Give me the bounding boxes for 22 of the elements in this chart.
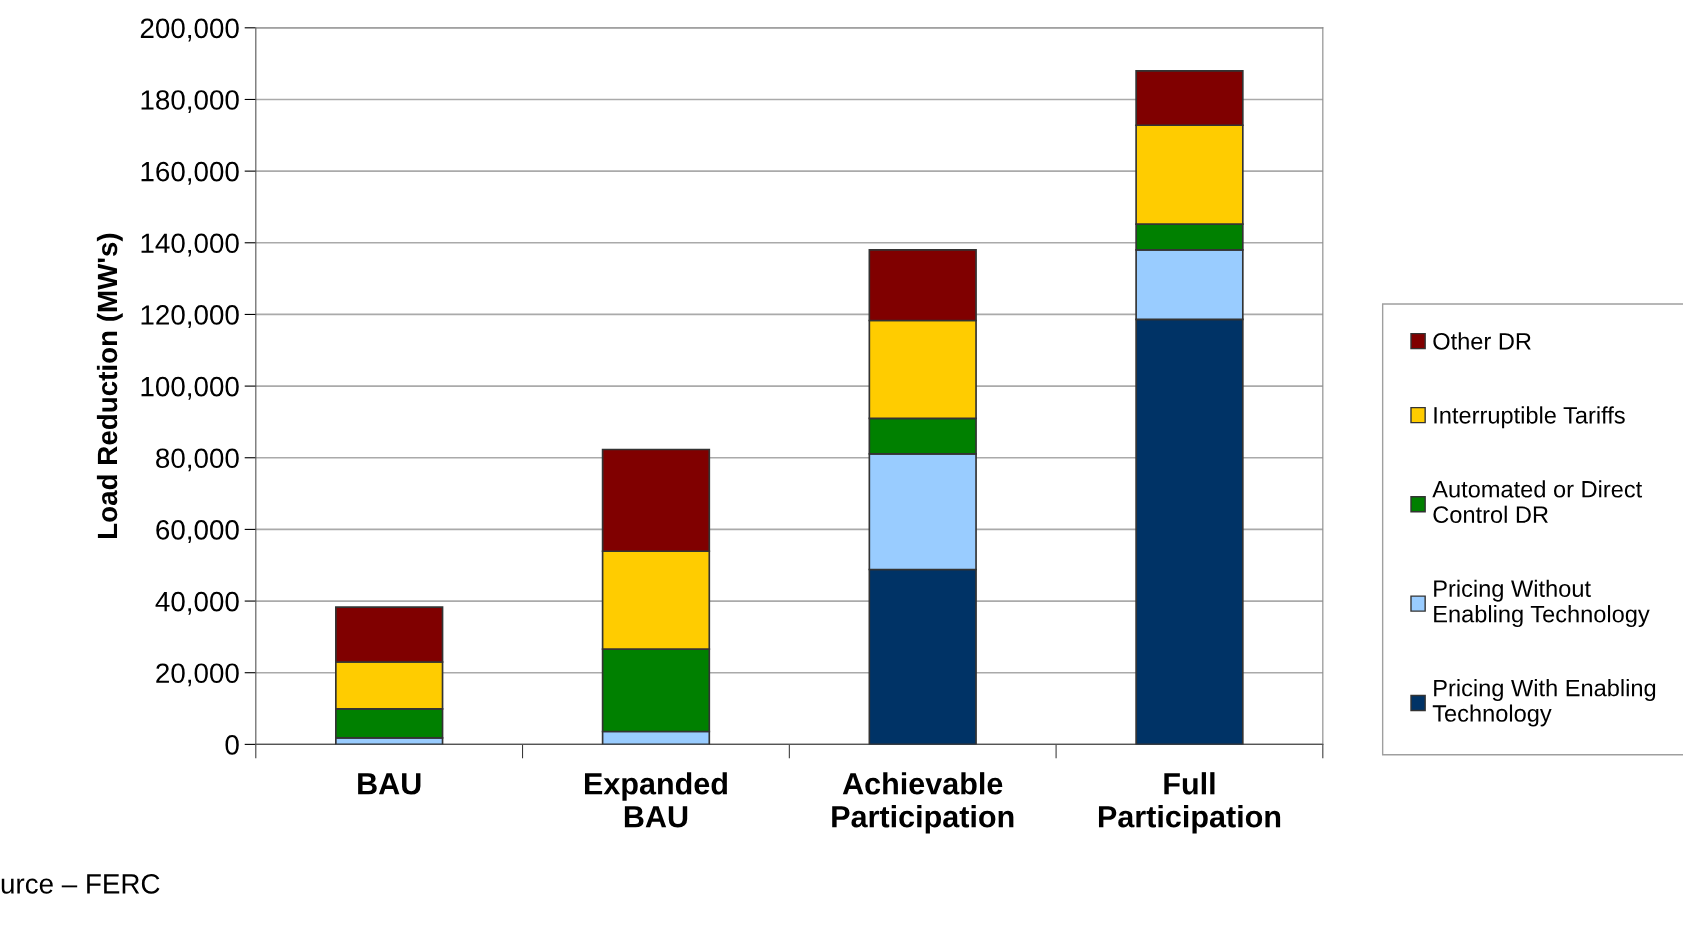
legend-label: Automated or Direct Control DR: [1432, 480, 1643, 524]
legend-label: Other DR: [1433, 332, 1531, 350]
x-tick-label: Expanded BAU: [584, 772, 727, 828]
y-tick-label: 200,000: [140, 18, 239, 42]
y-tick-label: 160,000: [141, 161, 239, 185]
legend-label: Pricing Without Enabling Technology: [1434, 579, 1650, 628]
x-tick-label: Full Participation: [1098, 772, 1281, 834]
y-tick-label: 120,000: [141, 305, 239, 329]
y-tick-label: 0: [225, 735, 239, 755]
y-tick-label: 60,000: [156, 520, 239, 544]
x-tick-label: BAU: [358, 773, 421, 795]
y-tick-label: 40,000: [155, 591, 239, 615]
y-tick-label: 20,000: [156, 663, 239, 687]
y-tick-label: 100,000: [141, 376, 239, 400]
y-tick-label: 80,000: [156, 448, 239, 472]
legend-label: Pricing With Enabling Technology: [1432, 679, 1656, 727]
y-tick-label: 180,000: [141, 90, 239, 114]
y-tick-label: 140,000: [141, 233, 239, 257]
x-tick-label: Achievable Participation: [832, 772, 1014, 834]
y-axis-title: Load Reduction (MW's): [96, 233, 123, 538]
legend-label: Interruptible Tariffs: [1434, 406, 1625, 429]
text: urce – FERC: [1, 874, 160, 894]
